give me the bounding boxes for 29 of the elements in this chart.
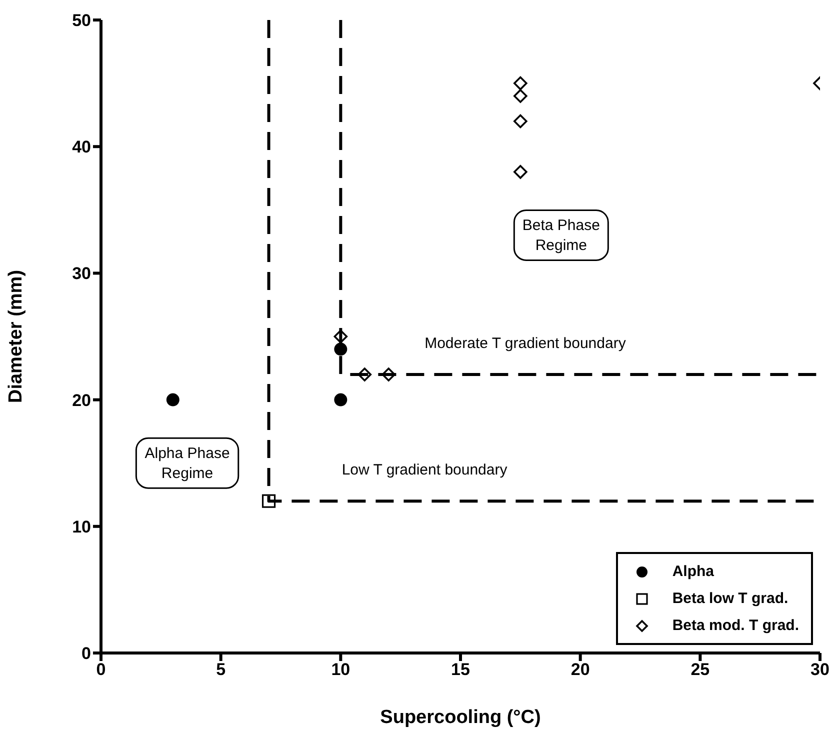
x-tick-label: 5	[216, 660, 226, 680]
annotation: Beta Phase Regime	[522, 216, 600, 254]
legend-label: Beta low T grad.	[672, 590, 788, 607]
point	[514, 114, 528, 128]
y-tick-label: 50	[72, 11, 91, 30]
x-tick-label: 0	[96, 660, 106, 680]
annotation: Alpha Phase Regime	[144, 444, 230, 482]
x-tick-label: 30	[810, 660, 830, 680]
point	[334, 393, 348, 406]
x-tick-label: 10	[331, 660, 350, 680]
y-tick-label: 40	[72, 138, 91, 157]
annotation: Low T gradient boundary	[342, 460, 508, 478]
point	[514, 76, 528, 90]
legend-label: Beta mod. T grad.	[672, 617, 799, 634]
y-tick-label: 30	[72, 264, 91, 284]
x-tick-label: 25	[690, 660, 710, 680]
point	[334, 342, 348, 356]
point	[514, 165, 528, 179]
x-tick-label: 15	[451, 660, 470, 680]
y-axis-title: Diameter (mm)	[6, 270, 27, 404]
y-tick-label: 20	[72, 390, 91, 410]
annotation: Moderate T gradient boundary	[424, 334, 626, 352]
point	[514, 89, 528, 103]
y-tick-label: 0	[82, 644, 91, 664]
point	[166, 393, 180, 406]
y-tick-label: 10	[72, 517, 91, 536]
x-axis-title: Supercooling (°C)	[380, 707, 541, 728]
legend-label: Alpha	[672, 563, 714, 580]
x-tick-label: 20	[570, 660, 590, 680]
